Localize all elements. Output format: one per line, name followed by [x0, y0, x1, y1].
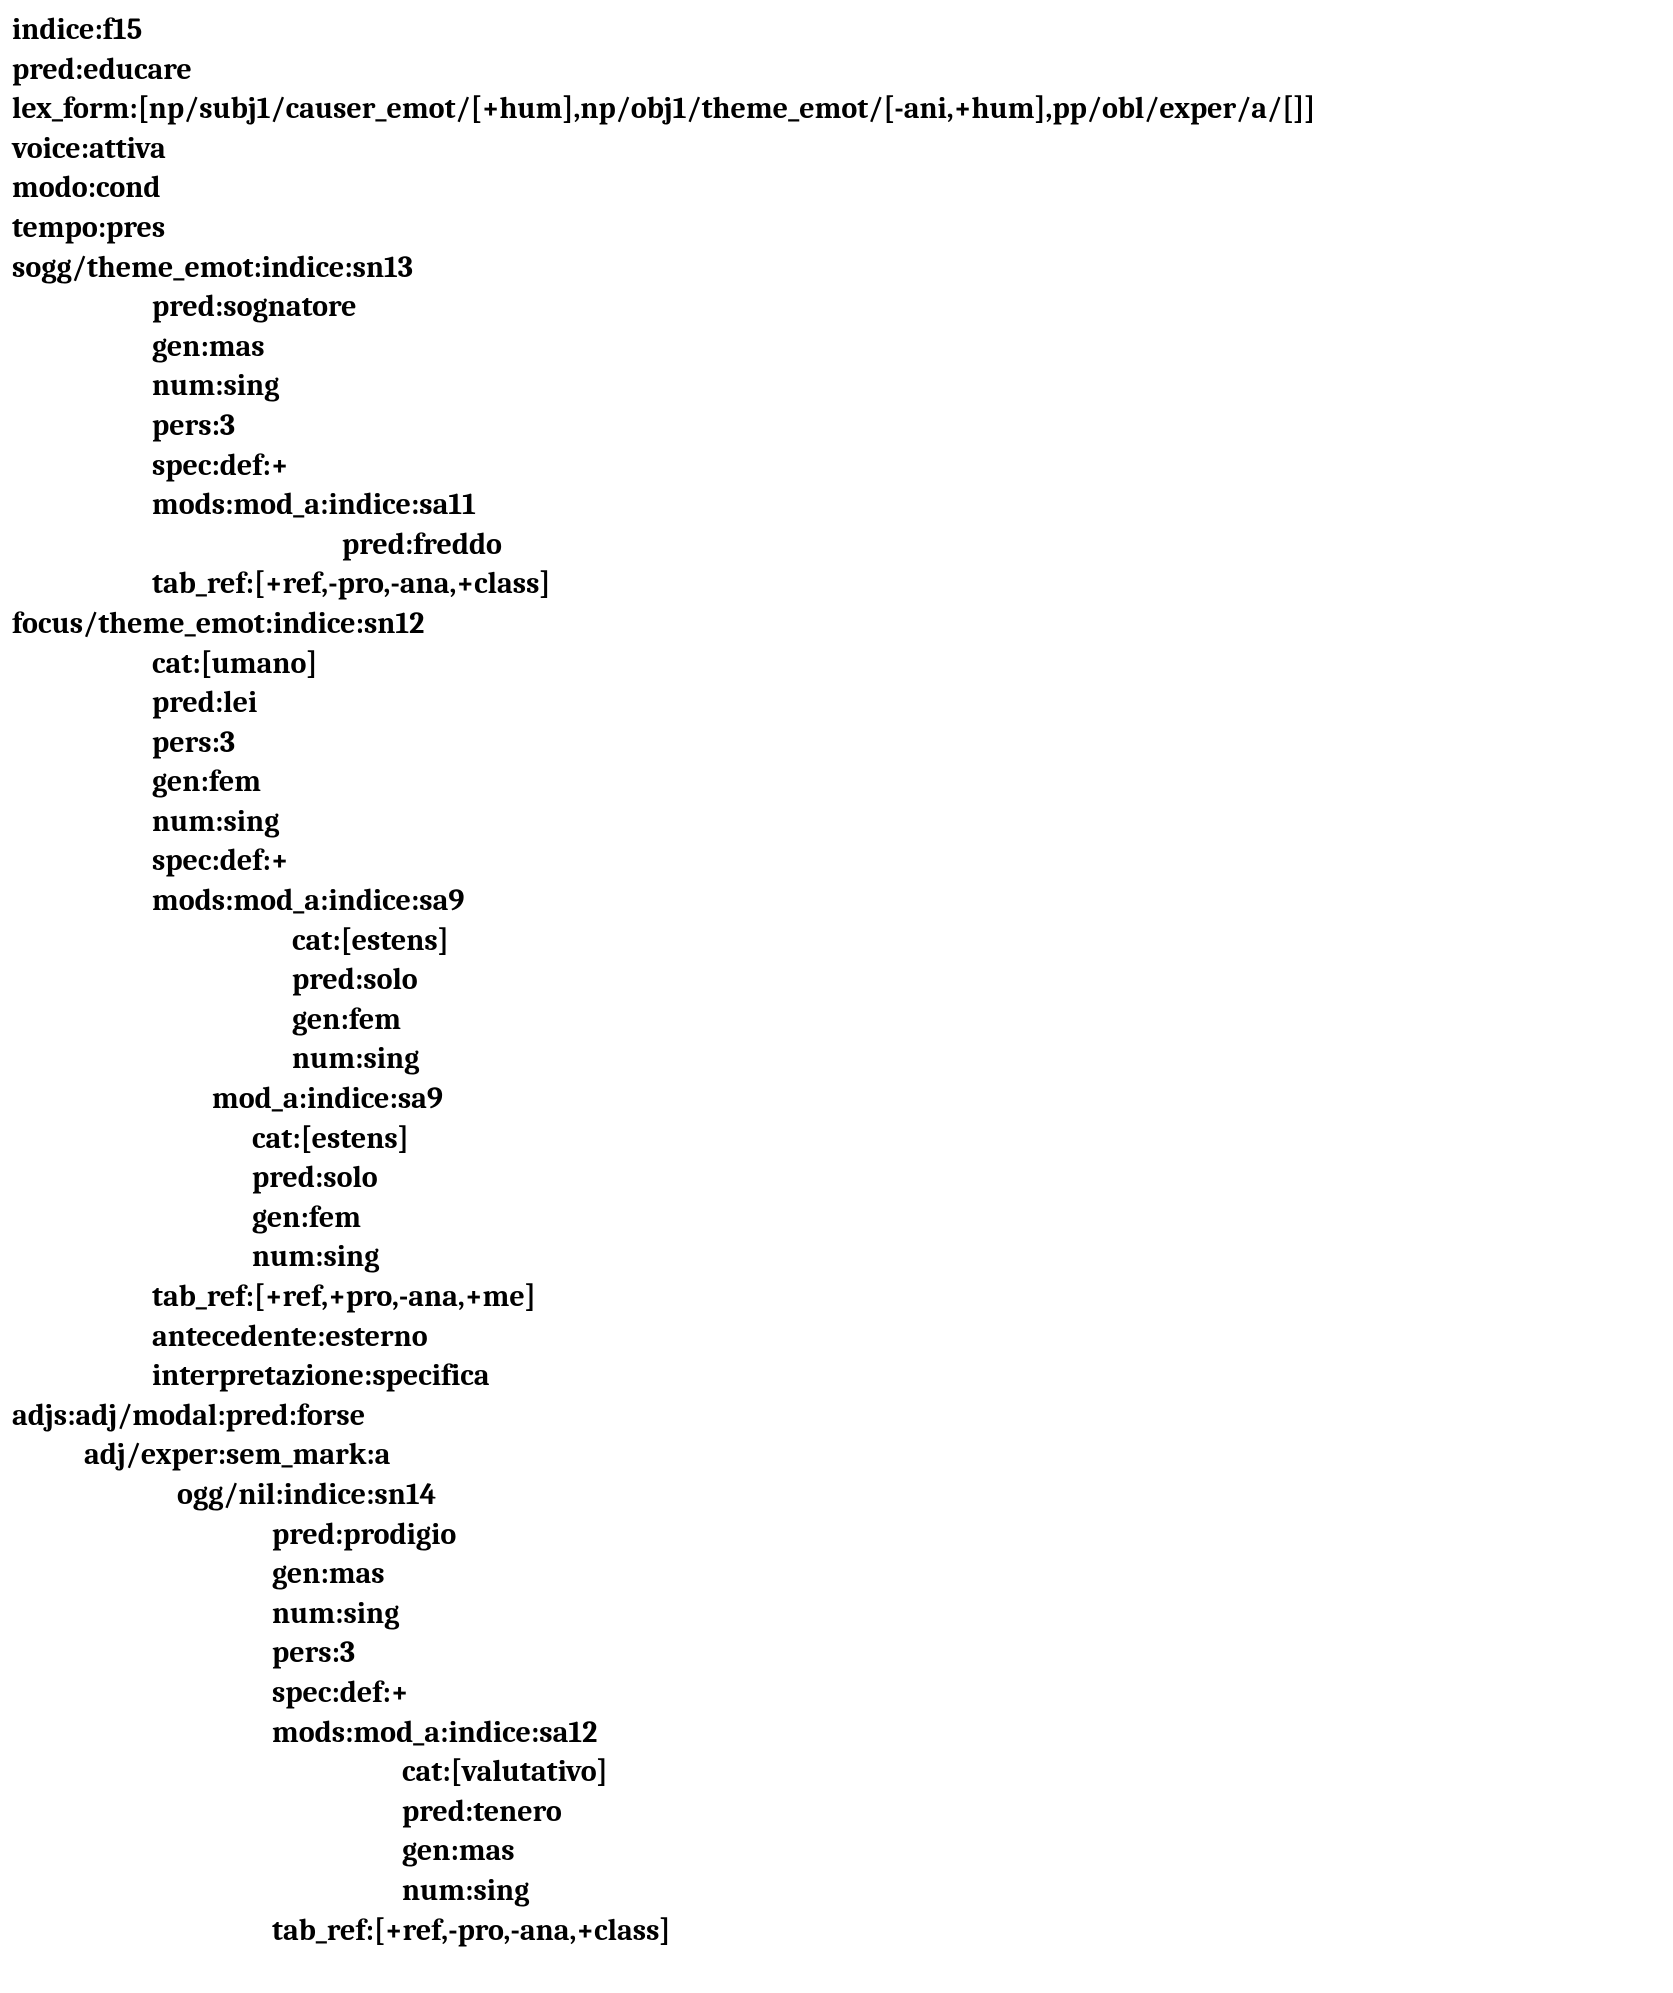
line: mods:mod_a:indice:sa11: [12, 485, 1661, 525]
line: gen:mas: [12, 327, 1661, 367]
line: spec:def:+: [12, 841, 1661, 881]
line: cat:[valutativo]: [12, 1752, 1661, 1792]
line: ogg/nil:indice:sn14: [12, 1475, 1661, 1515]
line: gen:mas: [12, 1831, 1661, 1871]
line: antecedente:esterno: [12, 1317, 1661, 1357]
line: num:sing: [12, 1871, 1661, 1911]
line: tab_ref:[+ref,+pro,-ana,+me]: [12, 1277, 1661, 1317]
line: num:sing: [12, 366, 1661, 406]
line: gen:mas: [12, 1554, 1661, 1594]
line: mods:mod_a:indice:sa9: [12, 881, 1661, 921]
line: pred:sognatore: [12, 287, 1661, 327]
line: modo:cond: [12, 168, 1661, 208]
line: pred:lei: [12, 683, 1661, 723]
line: pers:3: [12, 406, 1661, 446]
line: pred:educare: [12, 50, 1661, 90]
line: tab_ref:[+ref,-pro,-ana,+class]: [12, 1911, 1661, 1951]
line: sogg/theme_emot:indice:sn13: [12, 248, 1661, 288]
line: mod_a:indice:sa9: [12, 1079, 1661, 1119]
line: gen:fem: [12, 762, 1661, 802]
line: spec:def:+: [12, 1673, 1661, 1713]
line: pers:3: [12, 1633, 1661, 1673]
line: num:sing: [12, 1237, 1661, 1277]
line: gen:fem: [12, 1000, 1661, 1040]
line: interpretazione:specifica: [12, 1356, 1661, 1396]
line: pred:freddo: [12, 525, 1661, 565]
line: cat:[umano]: [12, 644, 1661, 684]
line: cat:[estens]: [12, 1119, 1661, 1159]
line: adj/exper:sem_mark:a: [12, 1435, 1661, 1475]
line: tab_ref:[+ref,-pro,-ana,+class]: [12, 564, 1661, 604]
line: num:sing: [12, 1039, 1661, 1079]
line: voice:attiva: [12, 129, 1661, 169]
line: pers:3: [12, 723, 1661, 763]
line: pred:tenero: [12, 1792, 1661, 1832]
line: tempo:pres: [12, 208, 1661, 248]
line: cat:[estens]: [12, 921, 1661, 961]
line: lex_form:[np/subj1/causer_emot/[+hum],np…: [12, 89, 1661, 129]
line: focus/theme_emot:indice:sn12: [12, 604, 1661, 644]
line: pred:prodigio: [12, 1515, 1661, 1555]
line: pred:solo: [12, 960, 1661, 1000]
line: adjs:adj/modal:pred:forse: [12, 1396, 1661, 1436]
line: spec:def:+: [12, 446, 1661, 486]
line: num:sing: [12, 1594, 1661, 1634]
line: pred:solo: [12, 1158, 1661, 1198]
line: gen:fem: [12, 1198, 1661, 1238]
line: num:sing: [12, 802, 1661, 842]
line: indice:f15: [12, 10, 1661, 50]
line: mods:mod_a:indice:sa12: [12, 1713, 1661, 1753]
